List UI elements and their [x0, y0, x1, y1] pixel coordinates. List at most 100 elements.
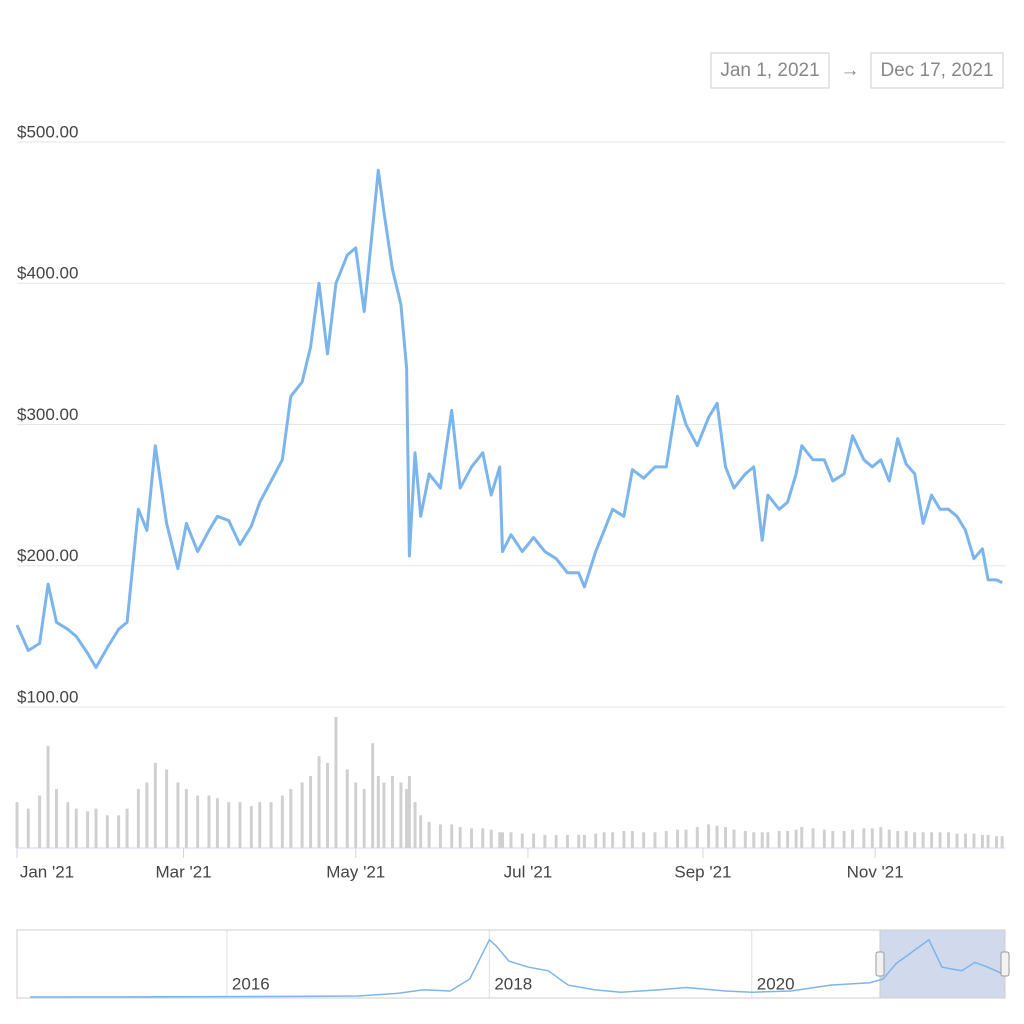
volume-bar: [354, 782, 358, 848]
volume-bar: [55, 789, 59, 848]
volume-bar: [842, 830, 846, 848]
navigator-tick-label: 2020: [757, 974, 795, 993]
volume-bar: [407, 775, 411, 848]
volume-bar: [1000, 836, 1004, 848]
y-tick-label: $400.00: [17, 264, 78, 283]
volume-bar: [334, 717, 338, 848]
volume-bar: [743, 830, 747, 848]
range-from[interactable]: Jan 1, 2021: [720, 60, 819, 81]
volume-bar: [921, 832, 925, 848]
volume-bar: [565, 834, 569, 848]
volume-bar: [760, 832, 764, 848]
volume-bar: [419, 815, 423, 848]
volume-bar: [887, 829, 891, 848]
volume-bar: [676, 829, 680, 848]
volume-bar: [822, 829, 826, 848]
volume-bar: [501, 832, 505, 848]
volume-bar: [622, 830, 626, 848]
volume-bar: [602, 832, 606, 848]
volume-bar: [249, 806, 253, 848]
volume-bar: [630, 830, 634, 848]
volume-bar: [904, 830, 908, 848]
volume-bar: [862, 828, 866, 848]
volume-bar: [786, 830, 790, 848]
volume-bar: [481, 828, 485, 848]
volume-bar: [153, 762, 157, 848]
volume-bar: [227, 802, 231, 848]
volume-bar: [732, 829, 736, 848]
volume-bar: [258, 802, 262, 848]
volume-bar: [752, 832, 756, 848]
volume-bar: [498, 832, 502, 848]
volume-bar: [707, 824, 711, 848]
volume-bar: [851, 829, 855, 848]
x-tick-label: May '21: [326, 862, 385, 881]
x-tick-label: Mar '21: [155, 862, 211, 881]
volume-bar: [66, 802, 70, 848]
volume-bar: [289, 789, 293, 848]
volume-bar: [955, 833, 959, 848]
y-tick-label: $500.00: [17, 122, 78, 141]
volume-bar: [695, 827, 699, 848]
volume-bar: [438, 824, 442, 848]
volume-bar: [489, 829, 493, 848]
volume-bar: [913, 832, 917, 848]
volume-bar: [766, 832, 770, 848]
x-tick-label: Nov '21: [847, 862, 904, 881]
volume-bar: [938, 832, 942, 848]
volume-bar: [800, 827, 804, 848]
volume-bar: [269, 802, 273, 848]
volume-bar: [300, 782, 304, 848]
volume-bar: [238, 802, 242, 848]
volume-bar: [26, 808, 30, 848]
volume-bar: [176, 782, 180, 848]
price-line: [15, 168, 1003, 669]
volume-bar: [520, 833, 524, 848]
volume-bar: [684, 829, 688, 848]
volume-bar: [879, 827, 883, 848]
volume-bar: [777, 830, 781, 848]
volume-bar: [136, 789, 140, 848]
volume-bar: [309, 775, 313, 848]
volume-bar: [664, 830, 668, 848]
volume-bar: [317, 756, 321, 848]
volume-bar: [382, 782, 386, 848]
range-from-box[interactable]: [710, 52, 830, 89]
navigator-tick-label: 2018: [494, 974, 532, 993]
volume-bar: [896, 830, 900, 848]
volume-bar: [642, 832, 646, 848]
volume-bar: [165, 769, 169, 848]
volume-bar: [554, 834, 558, 848]
volume-bar: [117, 815, 121, 848]
volume-bar: [995, 836, 999, 848]
volume-bar: [532, 833, 536, 848]
range-to[interactable]: Dec 17, 2021: [880, 60, 993, 81]
volume-bar: [986, 834, 990, 848]
volume-bar: [811, 828, 815, 848]
volume-bar: [427, 821, 431, 848]
volume-bar: [794, 829, 798, 848]
range-to-box[interactable]: [870, 52, 1004, 89]
volume-bar: [450, 824, 454, 848]
volume-bar: [125, 808, 129, 848]
volume-bar: [930, 832, 934, 848]
volume-bar: [94, 808, 98, 848]
volume-bar: [715, 825, 719, 848]
y-tick-label: $200.00: [17, 546, 78, 565]
volume-bar: [509, 832, 513, 848]
x-tick-label: Sep '21: [674, 862, 731, 881]
volume-bar: [145, 782, 149, 848]
volume-bar: [724, 827, 728, 848]
volume-bar: [594, 833, 598, 848]
volume-bar: [611, 832, 615, 848]
navigator-handle[interactable]: [875, 951, 885, 977]
navigator-handle[interactable]: [1000, 951, 1010, 977]
volume-bar: [280, 795, 284, 848]
volume-bar: [38, 795, 42, 848]
navigator-selection[interactable]: [879, 929, 1006, 999]
volume-bar: [980, 834, 984, 848]
volume-bar: [653, 832, 657, 848]
volume-bar: [458, 827, 462, 848]
volume-bar: [196, 795, 200, 848]
